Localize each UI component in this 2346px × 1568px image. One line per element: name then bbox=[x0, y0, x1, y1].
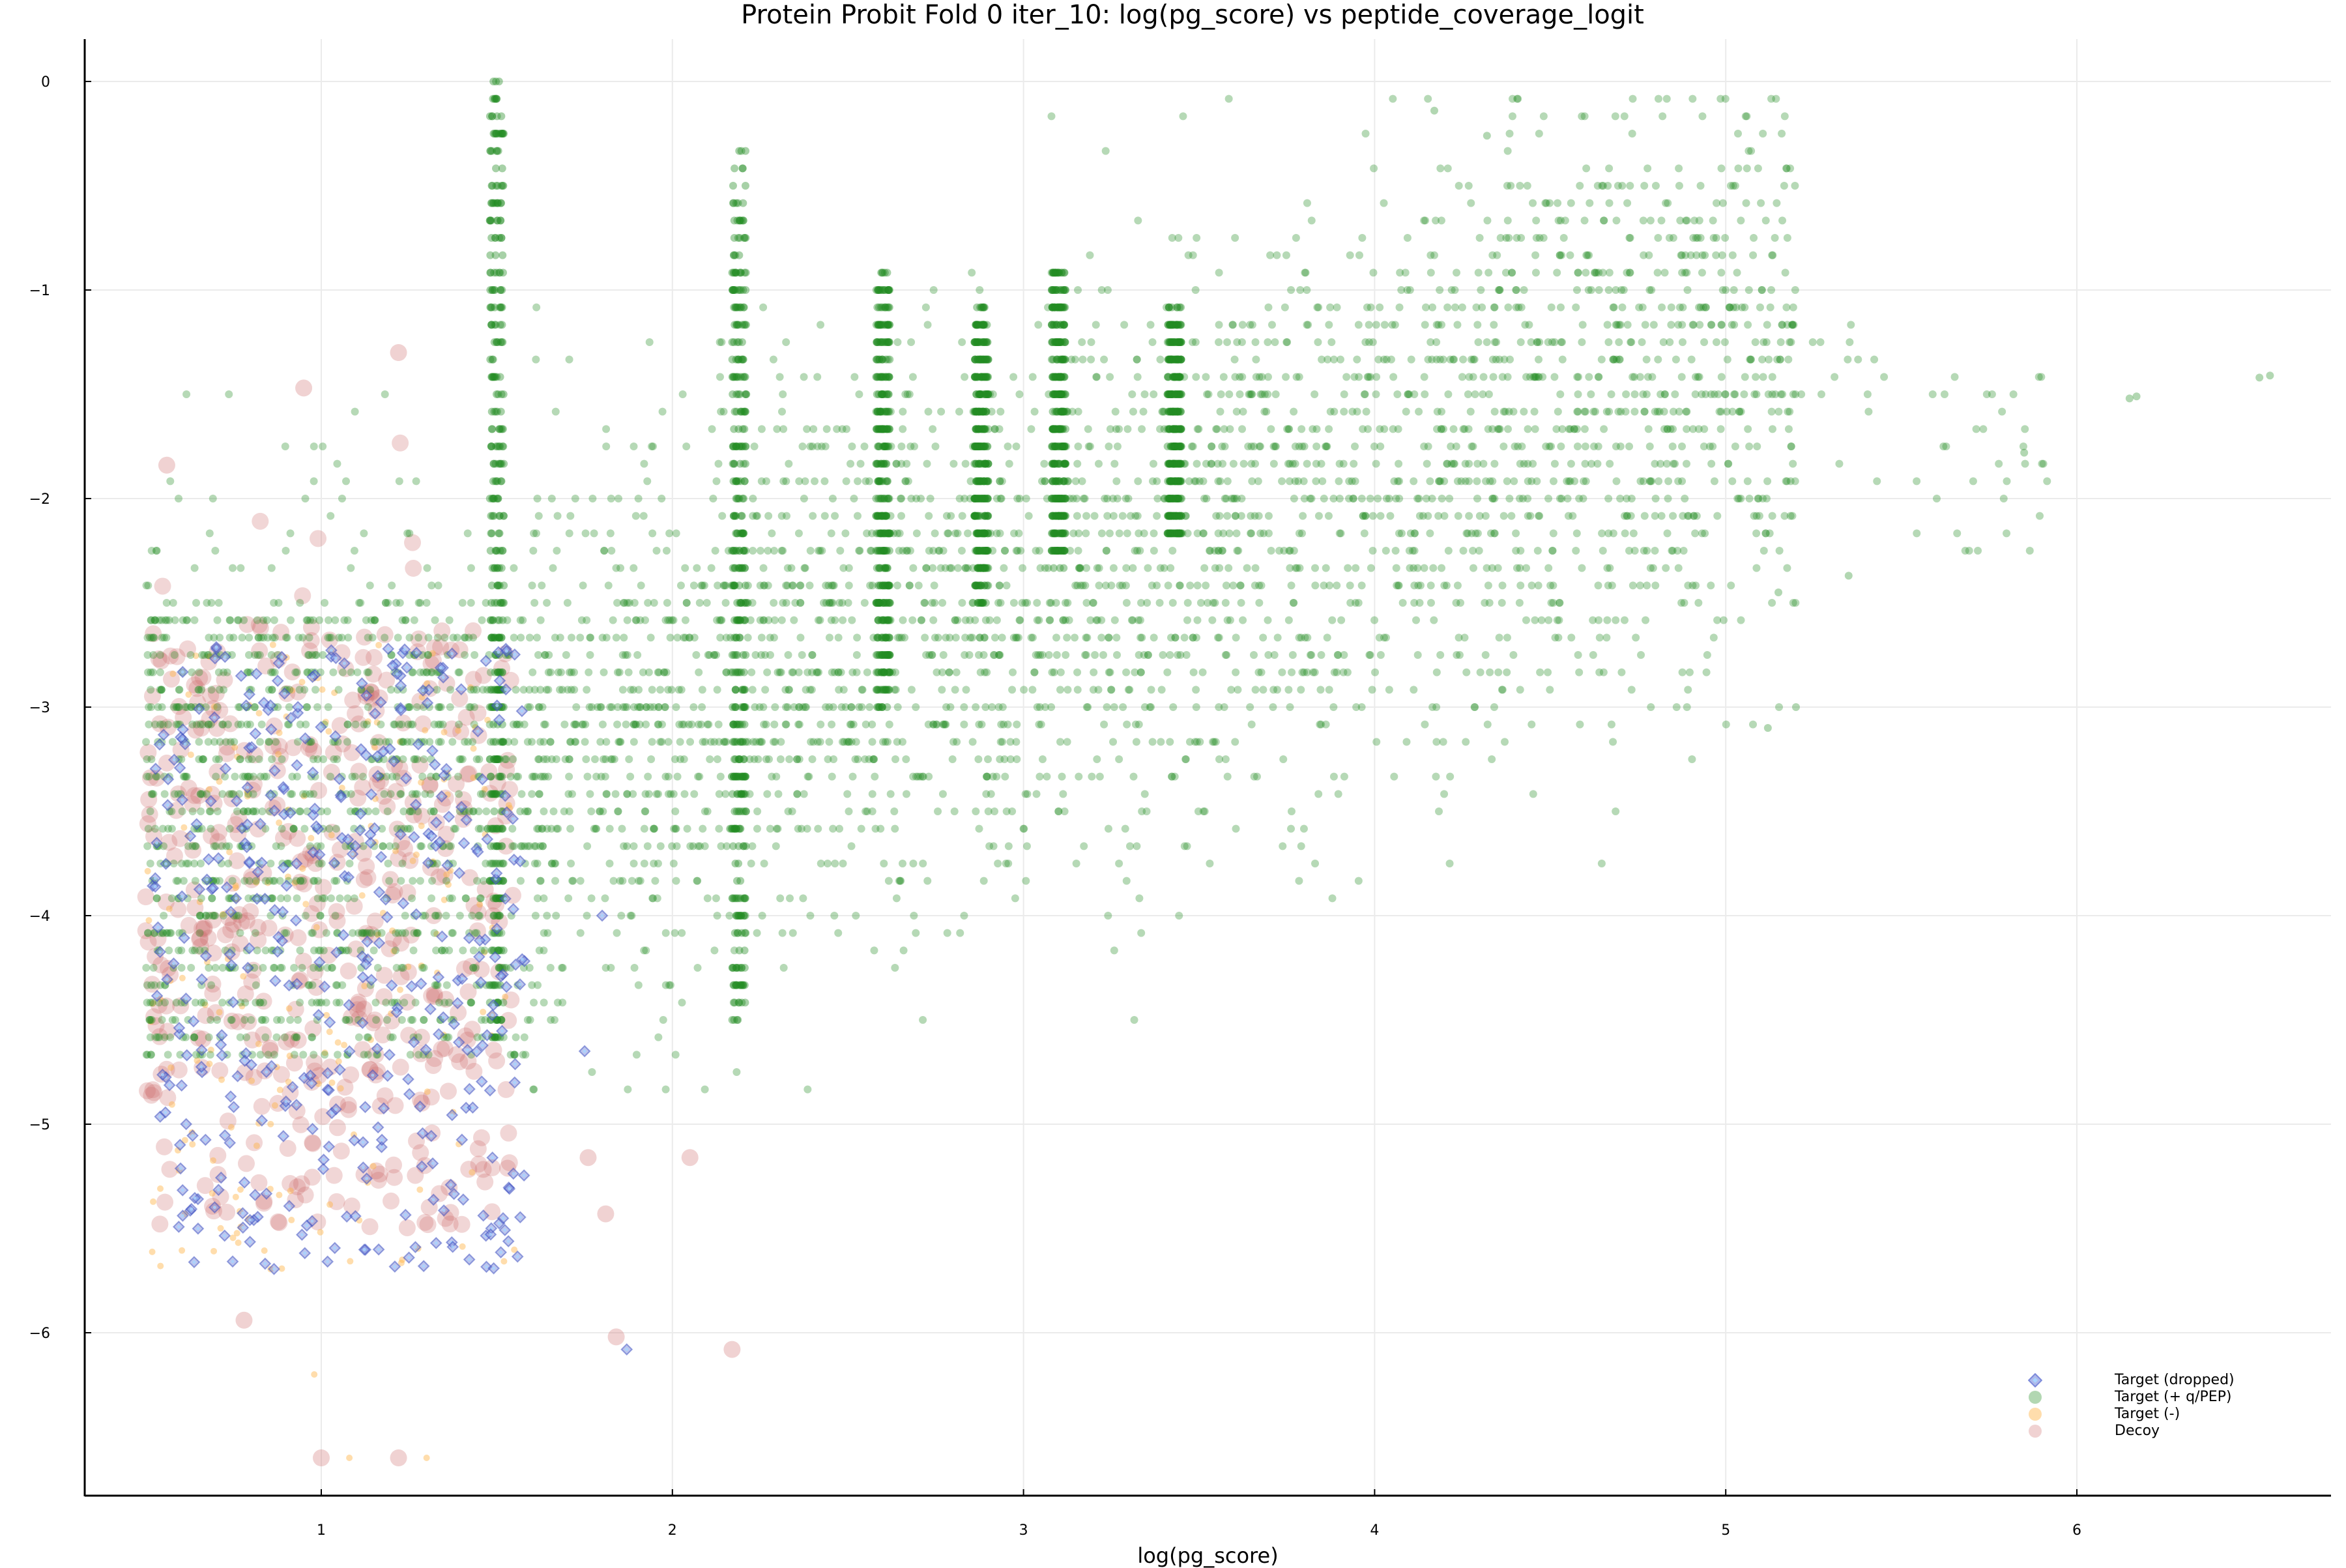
legend-item-decoy: Decoy bbox=[1994, 1423, 2268, 1440]
y-tick-label: −4 bbox=[29, 908, 50, 925]
legend-label: Target (-) bbox=[2115, 1406, 2180, 1423]
circle-marker-icon bbox=[2028, 1390, 2042, 1404]
y-tick-label: −5 bbox=[29, 1117, 50, 1133]
legend-label: Target (dropped) bbox=[2115, 1372, 2235, 1389]
x-tick-label: 4 bbox=[1370, 1522, 1379, 1539]
legend-item-target-minus: Target (-) bbox=[1994, 1406, 2268, 1423]
legend-item-target-qpep: Target (+ q/PEP) bbox=[1994, 1389, 2268, 1406]
x-tick-label: 6 bbox=[2072, 1522, 2081, 1539]
x-tick-label: 5 bbox=[1721, 1522, 1730, 1539]
y-tick-label: −3 bbox=[29, 700, 50, 716]
legend-label: Decoy bbox=[2115, 1423, 2160, 1440]
y-tick-label: 0 bbox=[41, 74, 50, 91]
x-tick-label: 2 bbox=[668, 1522, 677, 1539]
legend-item-target-dropped: Target (dropped) bbox=[1994, 1372, 2268, 1389]
legend-label: Target (+ q/PEP) bbox=[2115, 1389, 2231, 1406]
y-tick-label: −6 bbox=[29, 1326, 50, 1342]
legend: Target (dropped) Target (+ q/PEP) Target… bbox=[1994, 1372, 2268, 1440]
data-points bbox=[138, 78, 2274, 1466]
y-tick-label: −2 bbox=[29, 491, 50, 508]
x-tick-label: 1 bbox=[317, 1522, 326, 1539]
circle-marker-icon bbox=[2028, 1407, 2042, 1421]
x-tick-label: 3 bbox=[1019, 1522, 1028, 1539]
y-tick-label: −1 bbox=[29, 283, 50, 299]
circle-marker-icon bbox=[2028, 1424, 2042, 1438]
diamond-marker-icon bbox=[2028, 1373, 2042, 1387]
x-axis-label: log(pg_score) bbox=[85, 1543, 2331, 1568]
